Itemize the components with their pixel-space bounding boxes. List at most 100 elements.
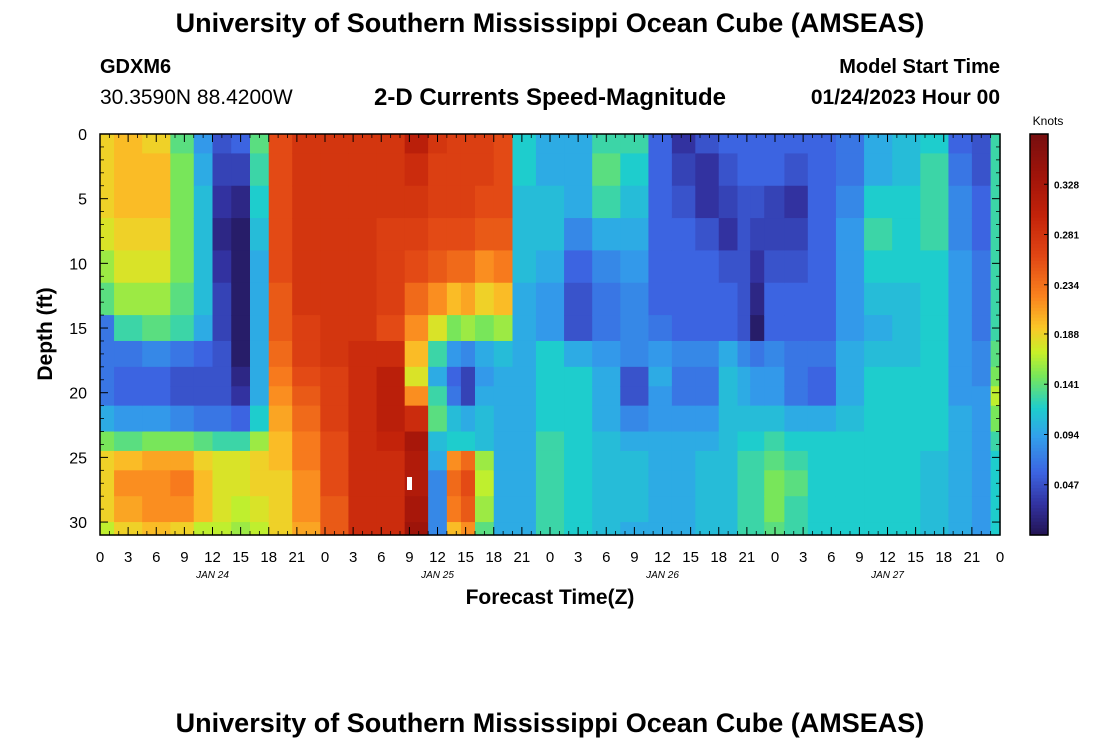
heatmap-cell bbox=[446, 431, 462, 452]
heatmap-cell bbox=[592, 282, 621, 316]
heatmap-cell bbox=[348, 470, 378, 497]
colorbar-swatch bbox=[1030, 167, 1048, 172]
y-tick-label: 5 bbox=[78, 192, 87, 209]
heatmap-cell bbox=[535, 405, 565, 433]
heatmap-cell bbox=[718, 153, 739, 187]
heatmap-cell bbox=[292, 450, 321, 471]
x-tick-label: 9 bbox=[855, 549, 863, 566]
heatmap-cell bbox=[460, 340, 476, 368]
colorbar-swatch bbox=[1030, 307, 1048, 312]
heatmap-cell bbox=[250, 282, 270, 316]
colorbar-swatch bbox=[1030, 367, 1048, 372]
heatmap-cell bbox=[784, 218, 809, 252]
heatmap-cell bbox=[170, 522, 195, 536]
heatmap-cell bbox=[142, 450, 171, 471]
heatmap-cell bbox=[535, 153, 565, 187]
heatmap-cell bbox=[695, 405, 720, 433]
heatmap-cell bbox=[512, 218, 537, 252]
heatmap-cell bbox=[864, 340, 893, 368]
heatmap-cell bbox=[475, 218, 495, 252]
heatmap-cell bbox=[446, 450, 462, 471]
heatmap-cell bbox=[446, 522, 462, 536]
heatmap-cell bbox=[990, 431, 1001, 452]
heatmap-cell bbox=[114, 405, 143, 433]
heatmap-cell bbox=[212, 386, 232, 407]
colorbar-swatch bbox=[1030, 267, 1048, 272]
heatmap-cell bbox=[920, 386, 950, 407]
colorbar-swatch bbox=[1030, 454, 1048, 459]
heatmap-cell bbox=[835, 431, 865, 452]
heatmap-cell bbox=[920, 340, 950, 368]
heatmap-cell bbox=[250, 134, 270, 154]
colorbar-swatch bbox=[1030, 254, 1048, 259]
heatmap-cell bbox=[648, 153, 673, 187]
heatmap-cell bbox=[564, 315, 593, 342]
heatmap-cell bbox=[320, 250, 350, 284]
heatmap-cell bbox=[948, 386, 973, 407]
heatmap-cell bbox=[737, 366, 751, 387]
heatmap-cell bbox=[446, 134, 462, 154]
colorbar-swatch bbox=[1030, 311, 1048, 316]
heatmap-cell bbox=[835, 250, 865, 284]
heatmap-cell bbox=[493, 496, 514, 523]
heatmap-cell bbox=[807, 431, 837, 452]
colorbar-swatch bbox=[1030, 160, 1048, 165]
heatmap-cell bbox=[268, 153, 293, 187]
colorbar-swatch bbox=[1030, 377, 1048, 382]
heatmap-cell bbox=[231, 405, 251, 433]
heatmap-cell bbox=[250, 153, 270, 187]
heatmap-cell bbox=[475, 134, 495, 154]
colorbar-swatch bbox=[1030, 230, 1048, 235]
heatmap-cell bbox=[764, 340, 785, 368]
heatmap-cell bbox=[864, 315, 893, 342]
heatmap-cell bbox=[864, 134, 893, 154]
heatmap-cell bbox=[671, 134, 696, 154]
heatmap-cell bbox=[170, 386, 195, 407]
colorbar-swatch bbox=[1030, 284, 1048, 289]
colorbar-tick-label: 0.047 bbox=[1054, 481, 1079, 492]
heatmap-cell bbox=[535, 431, 565, 452]
heatmap-cell bbox=[100, 522, 115, 536]
heatmap-cell bbox=[648, 366, 673, 387]
heatmap-cell bbox=[671, 185, 696, 219]
heatmap-cell bbox=[718, 282, 739, 316]
heatmap-cell bbox=[564, 153, 593, 187]
heatmap-cell bbox=[695, 386, 720, 407]
colorbar-swatch bbox=[1030, 334, 1048, 339]
y-tick-label: 20 bbox=[69, 386, 87, 403]
heatmap-cell bbox=[535, 470, 565, 497]
heatmap-cell bbox=[892, 315, 921, 342]
colorbar-tick-label: 0.141 bbox=[1054, 380, 1079, 391]
heatmap-cell bbox=[193, 522, 214, 536]
heatmap-cell bbox=[114, 366, 143, 387]
heatmap-cell bbox=[718, 315, 739, 342]
colorbar-swatch bbox=[1030, 411, 1048, 416]
heatmap-cell bbox=[512, 153, 537, 187]
heatmap-cell bbox=[376, 431, 406, 452]
colorbar-swatch bbox=[1030, 518, 1048, 523]
heatmap-cell bbox=[864, 496, 893, 523]
heatmap-cell bbox=[193, 315, 214, 342]
heatmap-cell bbox=[990, 218, 1001, 252]
heatmap-cell bbox=[428, 315, 448, 342]
heatmap-cell bbox=[864, 405, 893, 433]
heatmap-cell bbox=[268, 340, 293, 368]
heatmap-cell bbox=[250, 522, 270, 536]
heatmap-cell bbox=[892, 470, 921, 497]
heatmap-cell bbox=[114, 450, 143, 471]
colorbar-tick-label: 0.094 bbox=[1054, 430, 1079, 441]
heatmap-cell bbox=[671, 405, 696, 433]
heatmap-cell bbox=[231, 450, 251, 471]
heatmap-cell bbox=[671, 315, 696, 342]
x-tick-label: 6 bbox=[152, 549, 160, 566]
heatmap-cell bbox=[170, 450, 195, 471]
colorbar-swatch bbox=[1030, 164, 1048, 169]
heatmap-cell bbox=[948, 315, 973, 342]
heatmap-cell bbox=[250, 386, 270, 407]
y-tick-label: 30 bbox=[69, 515, 87, 532]
heatmap-cell bbox=[892, 496, 921, 523]
heatmap-cell bbox=[807, 522, 837, 536]
heatmap-cell bbox=[648, 522, 673, 536]
heatmap-cell bbox=[750, 250, 765, 284]
heatmap-cell bbox=[212, 405, 232, 433]
